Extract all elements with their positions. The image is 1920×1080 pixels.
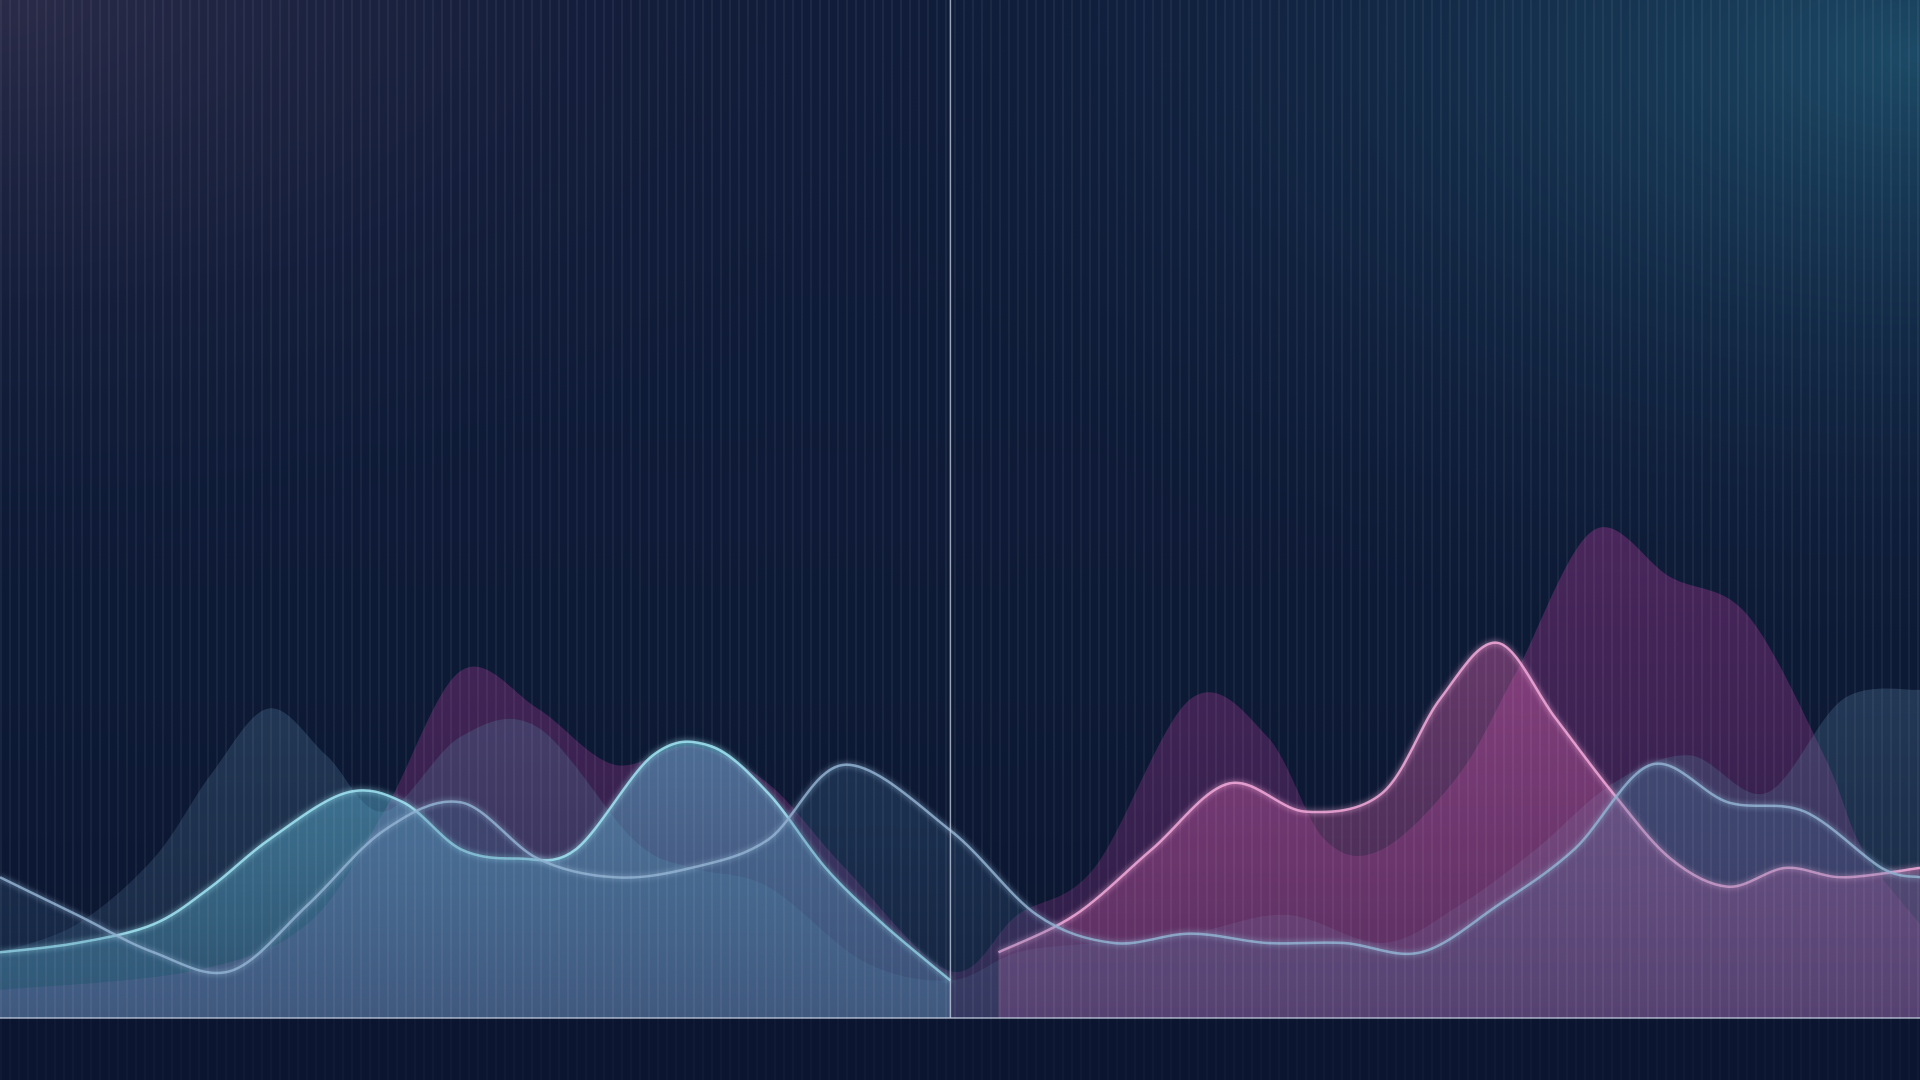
- bottom-band: [0, 1019, 1920, 1080]
